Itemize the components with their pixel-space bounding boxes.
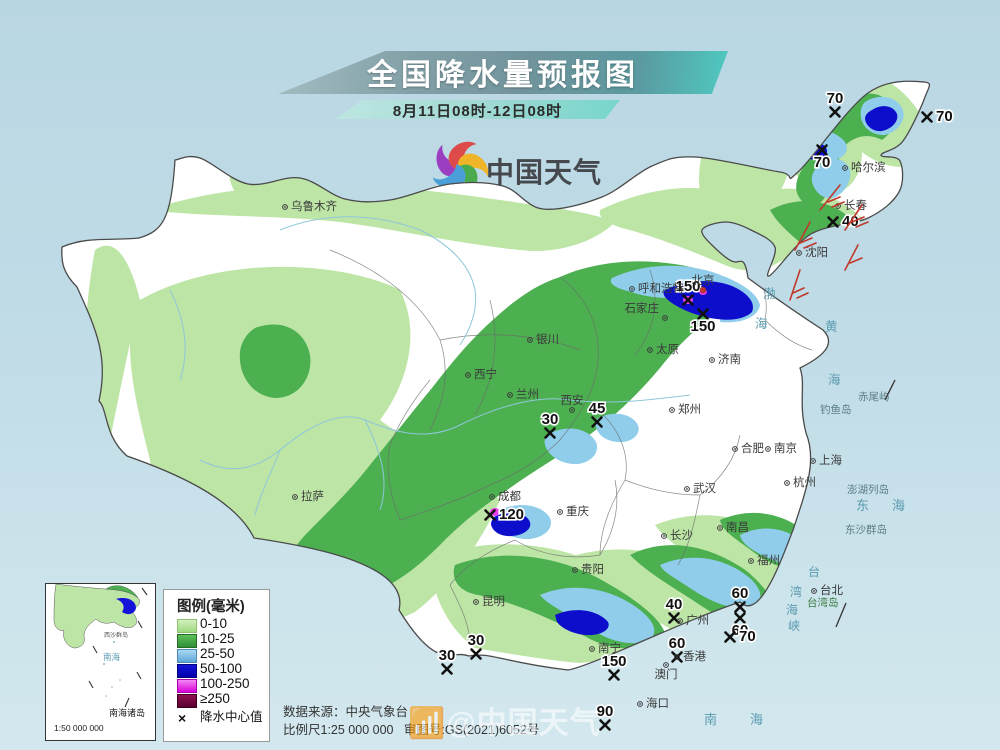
svg-text:台: 台: [808, 564, 820, 579]
svg-text:长春: 长春: [844, 199, 867, 212]
svg-text:台北: 台北: [820, 583, 843, 597]
svg-text:哈尔滨: 哈尔滨: [851, 160, 886, 174]
svg-text:70: 70: [739, 628, 756, 645]
svg-text:45: 45: [589, 400, 606, 417]
svg-text:120: 120: [499, 506, 524, 523]
svg-text:澎湖列岛: 澎湖列岛: [847, 483, 889, 496]
svg-text:澳门: 澳门: [655, 667, 678, 681]
svg-text:东: 东: [856, 498, 869, 513]
svg-text:南昌: 南昌: [726, 520, 749, 534]
svg-text:海: 海: [786, 602, 798, 617]
svg-text:30: 30: [468, 632, 485, 649]
svg-text:150: 150: [690, 318, 715, 335]
svg-text:渤: 渤: [763, 286, 776, 301]
svg-text:太原: 太原: [656, 343, 679, 356]
svg-text:香港: 香港: [683, 650, 706, 663]
svg-text:黄: 黄: [825, 320, 838, 334]
svg-text:西宁: 西宁: [474, 367, 497, 381]
svg-text:1:50 000 000: 1:50 000 000: [54, 723, 104, 733]
svg-text:济南: 济南: [718, 352, 741, 366]
svg-text:合肥: 合肥: [741, 441, 764, 455]
svg-text:钓鱼岛: 钓鱼岛: [820, 403, 852, 416]
svg-text:昆明: 昆明: [482, 595, 505, 608]
svg-text:70: 70: [814, 154, 831, 171]
svg-text:郑州: 郑州: [678, 402, 701, 416]
svg-text:海: 海: [892, 498, 905, 513]
svg-text:南京: 南京: [774, 441, 797, 455]
svg-text:银川: 银川: [536, 332, 559, 346]
svg-text:重庆: 重庆: [566, 504, 589, 518]
svg-text:东沙群岛: 东沙群岛: [845, 523, 887, 536]
svg-text:70: 70: [827, 90, 844, 107]
svg-text:海: 海: [828, 372, 841, 387]
svg-text:拉萨: 拉萨: [301, 489, 324, 503]
svg-text:广州: 广州: [686, 614, 709, 627]
svg-text:西安: 西安: [561, 393, 584, 407]
svg-text:南海: 南海: [103, 652, 121, 662]
svg-text:海: 海: [755, 316, 768, 331]
svg-text:上海: 上海: [819, 453, 842, 467]
svg-text:60: 60: [732, 585, 749, 602]
svg-text:武汉: 武汉: [693, 482, 716, 495]
svg-text:赤尾屿: 赤尾屿: [858, 391, 890, 403]
svg-text:成都: 成都: [498, 490, 521, 503]
svg-text:台湾岛: 台湾岛: [807, 596, 839, 609]
svg-text:沈阳: 沈阳: [805, 245, 828, 259]
svg-text:150: 150: [601, 653, 626, 670]
svg-text:湾: 湾: [790, 584, 802, 599]
svg-text:贵阳: 贵阳: [581, 563, 604, 576]
svg-text:福州: 福州: [757, 553, 780, 567]
svg-text:海: 海: [750, 712, 763, 727]
svg-text:兰州: 兰州: [516, 388, 539, 401]
svg-text:西沙群岛: 西沙群岛: [104, 631, 128, 639]
svg-text:峡: 峡: [788, 619, 800, 633]
svg-text:40: 40: [666, 596, 683, 613]
svg-text:30: 30: [439, 647, 456, 664]
svg-text:乌鲁木齐: 乌鲁木齐: [291, 199, 337, 213]
svg-text:杭州: 杭州: [793, 475, 816, 489]
svg-text:南海诸岛: 南海诸岛: [109, 707, 145, 718]
svg-text:长沙: 长沙: [670, 529, 693, 542]
svg-text:70: 70: [936, 108, 953, 125]
svg-text:30: 30: [542, 411, 559, 428]
svg-text:北京: 北京: [692, 273, 715, 287]
svg-text:呼和浩特: 呼和浩特: [638, 281, 684, 295]
svg-text:石家庄: 石家庄: [625, 301, 660, 315]
svg-text:60: 60: [669, 635, 686, 652]
svg-text:南宁: 南宁: [598, 641, 621, 655]
